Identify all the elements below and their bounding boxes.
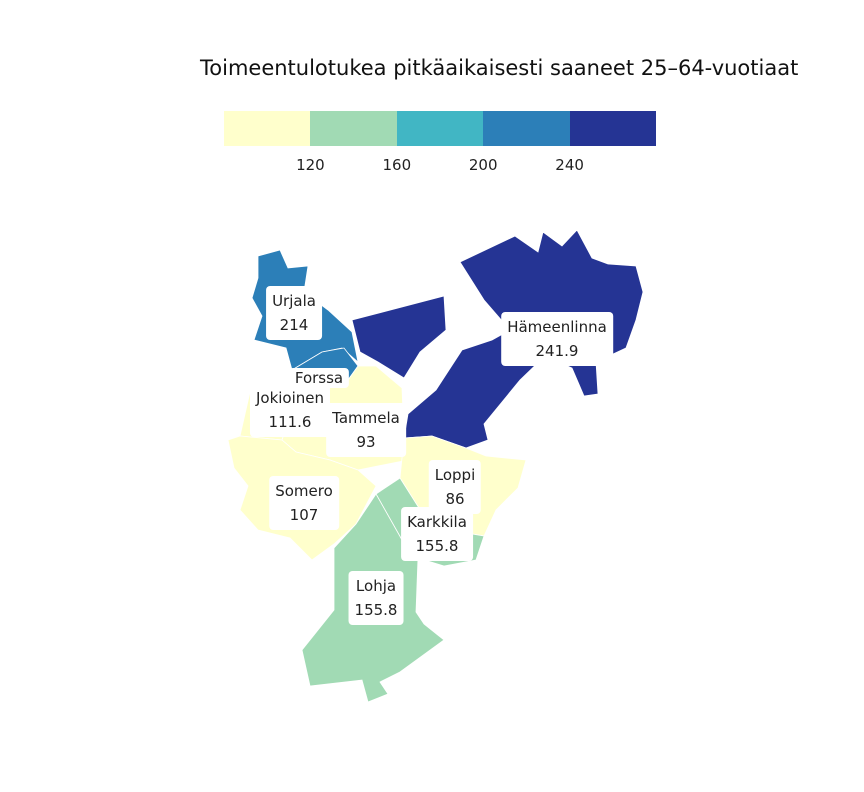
color-legend bbox=[224, 111, 657, 146]
label-value: 155.8 bbox=[354, 601, 398, 619]
label-name: Forssa bbox=[294, 369, 344, 387]
label-hameenlinna: Hämeenlinna 241.9 bbox=[501, 312, 613, 366]
label-name: Tammela bbox=[332, 409, 400, 427]
label-value: 86 bbox=[445, 490, 465, 508]
label-somero: Somero 107 bbox=[269, 476, 339, 530]
legend-swatch bbox=[310, 111, 397, 146]
legend-tick: 200 bbox=[468, 156, 498, 174]
legend-swatch bbox=[224, 111, 311, 146]
map-title: Toimeentulotukea pitkäaikaisesti saaneet… bbox=[200, 56, 799, 80]
label-name: Lohja bbox=[355, 577, 397, 595]
label-value: 241.9 bbox=[535, 342, 579, 360]
label-name: Urjala bbox=[272, 292, 316, 310]
label-loppi: Loppi 86 bbox=[428, 460, 482, 514]
label-urjala: Urjala 214 bbox=[266, 286, 322, 340]
legend-swatch bbox=[483, 111, 570, 146]
label-tammela: Tammela 93 bbox=[326, 403, 406, 457]
label-value: 93 bbox=[356, 433, 376, 451]
legend-tick: 240 bbox=[555, 156, 584, 174]
legend-swatch bbox=[569, 111, 657, 146]
label-name: Karkkila bbox=[407, 513, 467, 531]
label-name: Hämeenlinna bbox=[507, 318, 607, 336]
label-name: Loppi bbox=[434, 466, 476, 484]
label-forssa: Forssa bbox=[288, 368, 350, 388]
label-value: 214 bbox=[279, 316, 309, 334]
legend-swatch bbox=[396, 111, 484, 146]
legend-ticks: 120 160 200 240 bbox=[224, 156, 656, 176]
legend-tick: 160 bbox=[382, 156, 412, 174]
label-name: Somero bbox=[275, 482, 333, 500]
legend-tick: 120 bbox=[296, 156, 325, 174]
region-hameenlinna-west[interactable] bbox=[351, 295, 447, 379]
label-jokioinen: Jokioinen 111.6 bbox=[249, 383, 331, 437]
label-lohja: Lohja 155.8 bbox=[348, 571, 404, 625]
label-karkkila: Karkkila 155.8 bbox=[401, 507, 473, 561]
label-value: 155.8 bbox=[415, 537, 459, 555]
label-name: Jokioinen bbox=[255, 389, 325, 407]
label-value: 107 bbox=[289, 506, 319, 524]
label-value: 111.6 bbox=[268, 413, 312, 431]
